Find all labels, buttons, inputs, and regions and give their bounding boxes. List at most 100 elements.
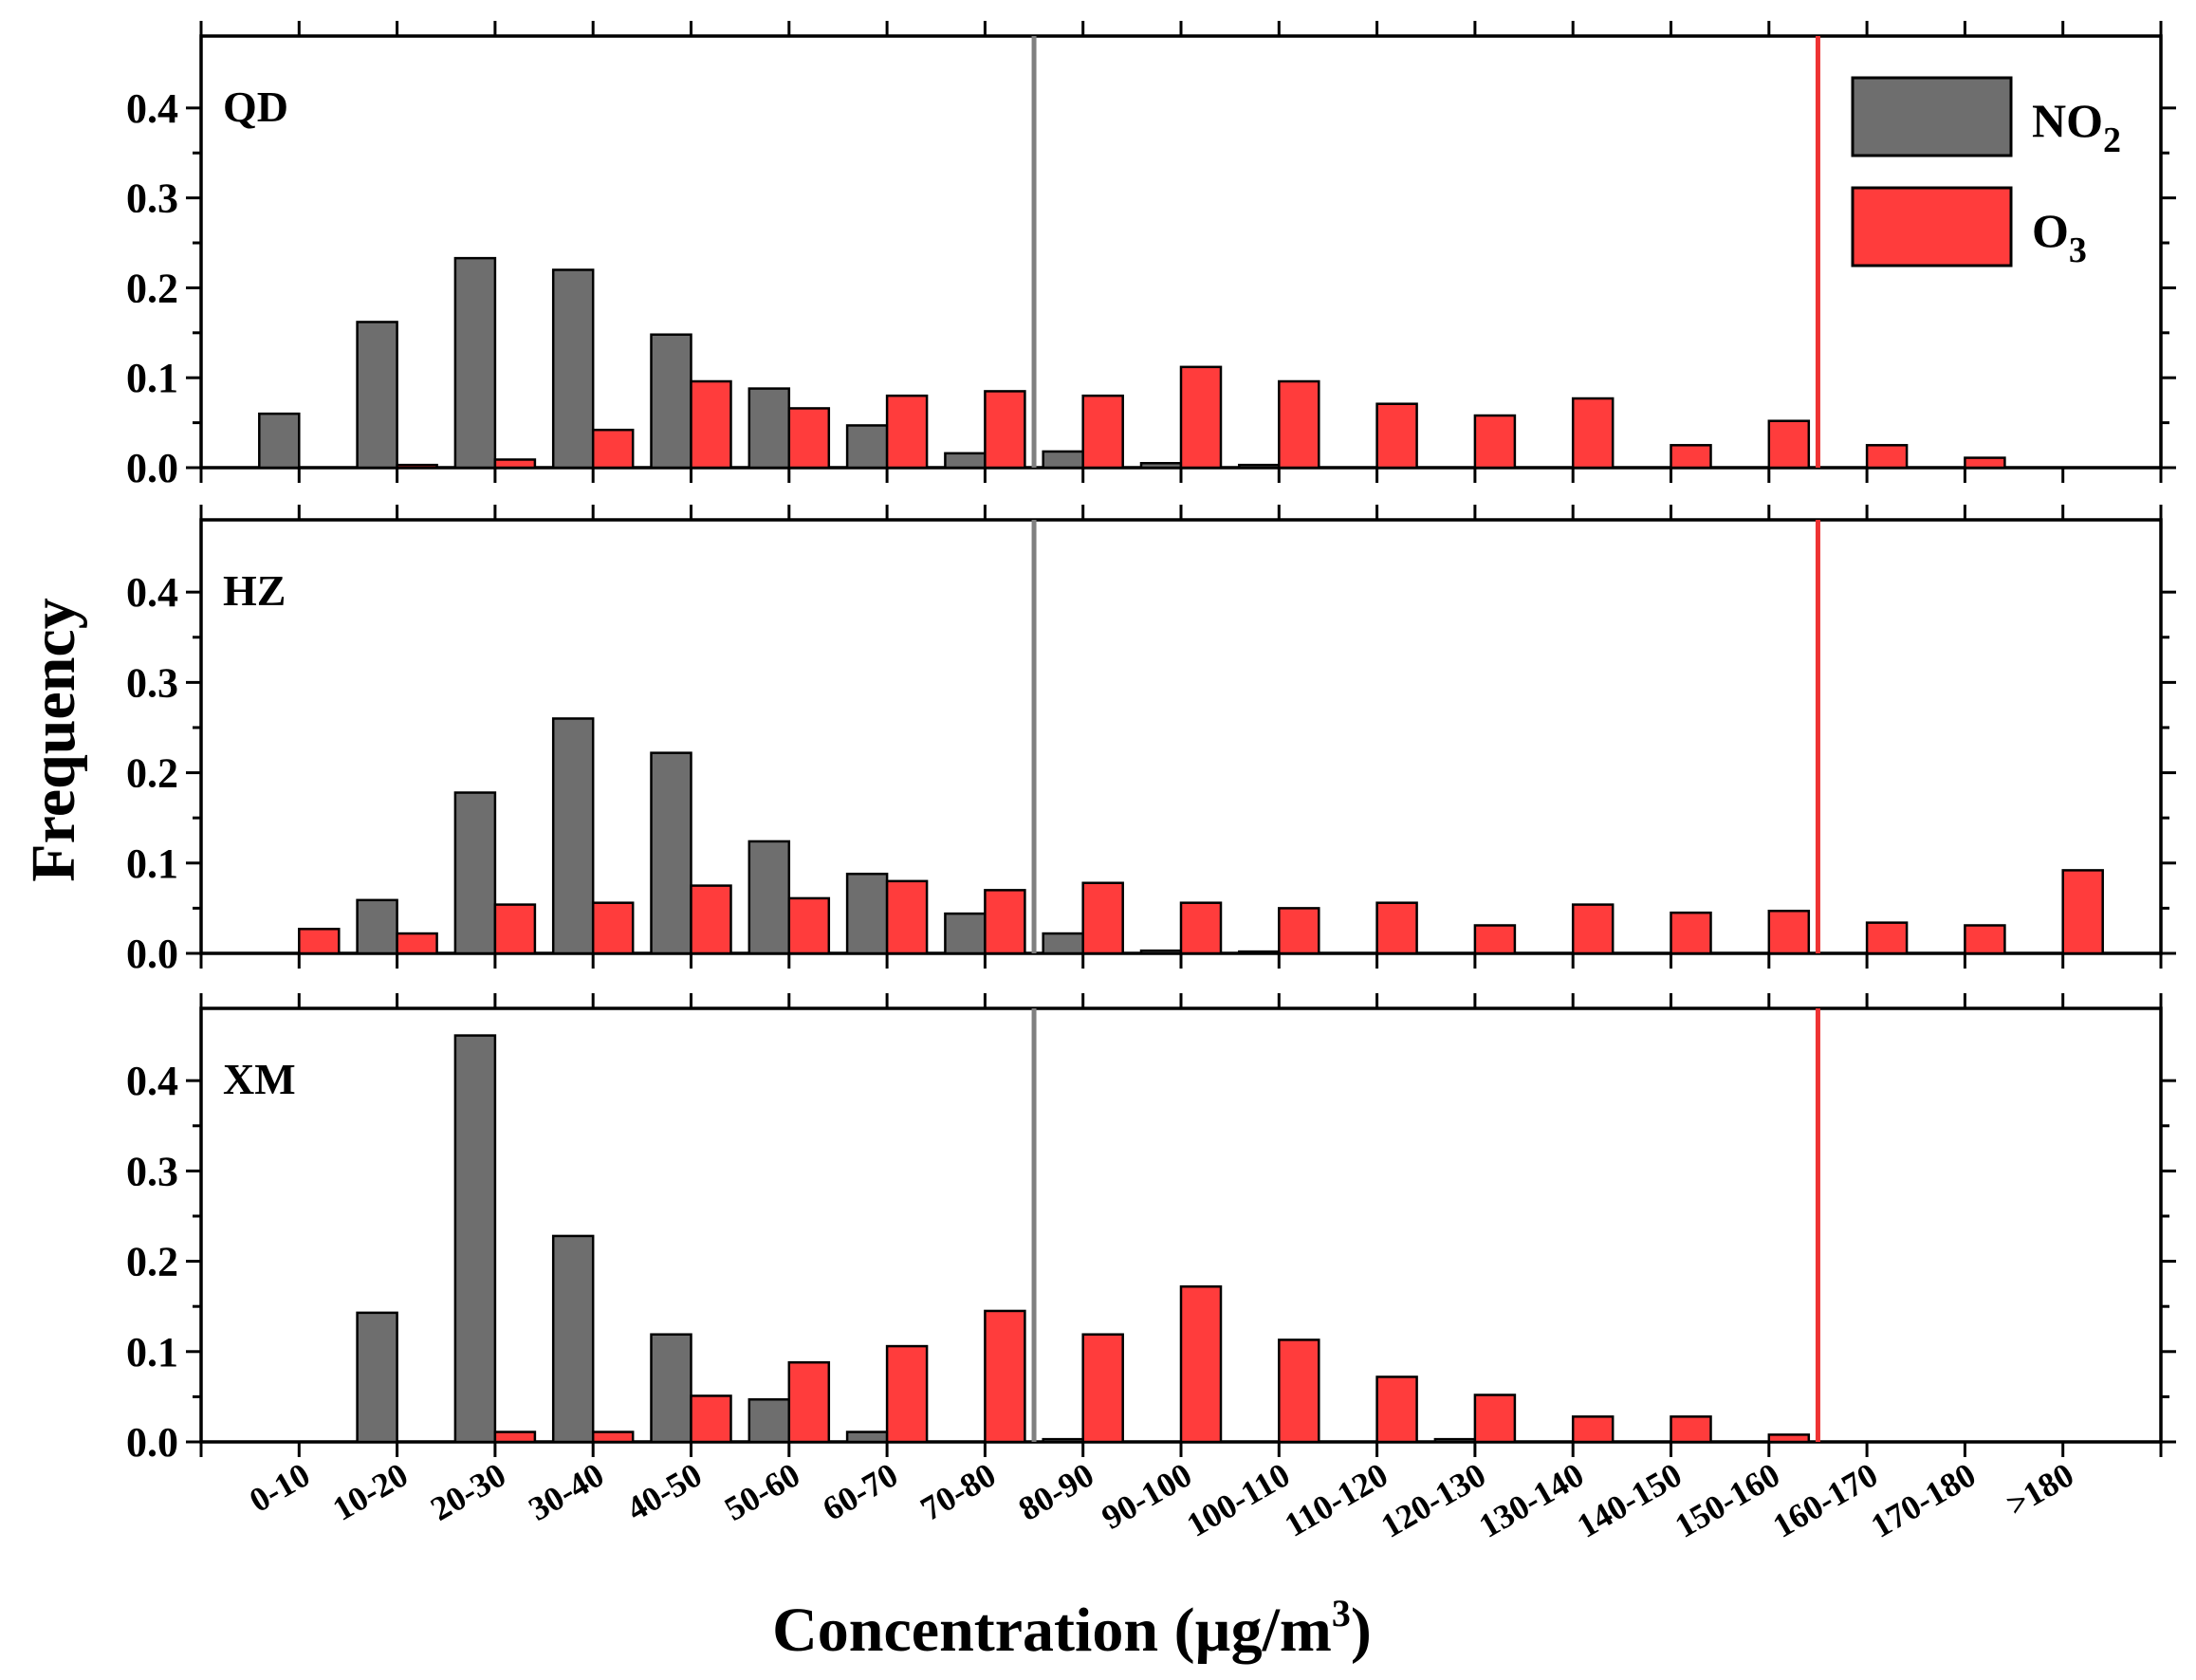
- bar-o3-80-90: [1081, 394, 1124, 470]
- bar-o3-20-30: [493, 903, 537, 955]
- x-category-label: 30-40: [522, 1455, 610, 1528]
- x-axis-title: Concentration (µg/m3): [772, 1592, 1372, 1665]
- bar-o3-140-150: [1670, 911, 1712, 955]
- legend-label-no2: NO2: [2032, 94, 2121, 160]
- bar-no2-80-90: [1042, 450, 1084, 470]
- y-tick-label: 0.4: [126, 85, 178, 132]
- bar-no2-90-100: [1139, 462, 1183, 470]
- bar-o3-160-170: [1865, 921, 1909, 955]
- x-category-label: 130-140: [1472, 1455, 1590, 1545]
- y-tick-label: 0.2: [126, 750, 178, 797]
- bar-no2-70-80: [944, 912, 987, 955]
- y-tick-label: 0.3: [126, 1148, 178, 1194]
- bar-o3-60-70: [885, 1344, 929, 1444]
- legend-label-main: NO: [2032, 94, 2103, 147]
- bar-o3-50-60: [787, 1360, 831, 1444]
- bar-o3-50-60: [787, 896, 831, 955]
- bar-o3-50-60: [787, 407, 831, 470]
- y-tick-label: 0.0: [126, 931, 178, 977]
- bar-no2-70-80: [944, 452, 987, 470]
- x-category-label: 50-60: [718, 1455, 806, 1528]
- bar-o3-150-160: [1767, 1433, 1811, 1444]
- bar-o3-150-160: [1767, 419, 1811, 470]
- bar-no2-60-70: [845, 1431, 889, 1444]
- bar-no2-30-40: [551, 1234, 595, 1444]
- y-tick-label: 0.4: [126, 569, 178, 616]
- y-tick-label: 0.2: [126, 265, 178, 311]
- bar-o3-130-140: [1571, 1415, 1615, 1444]
- legend-swatch-no2: [1851, 76, 2013, 157]
- bar-no2-40-50: [650, 751, 692, 955]
- panels-group: 0.0 0.1 0.2 0.3 0.4 QD 0.0 0.1 0.2 0.3 0.4 HZ 0.0 0.1…: [126, 21, 2176, 1466]
- x-category-label: 20-30: [424, 1455, 512, 1528]
- x-axis-title-main: Concentration (µg/m: [772, 1596, 1332, 1665]
- x-category-label: 70-80: [914, 1455, 1003, 1528]
- y-tick-label: 0.1: [126, 355, 178, 401]
- bar-o3-120-130: [1473, 414, 1517, 470]
- bar-no2-80-90: [1042, 932, 1084, 955]
- bar-o3-30-40: [591, 901, 635, 955]
- bar-o3-130-140: [1571, 903, 1615, 955]
- bar-no2-10-20: [356, 321, 398, 470]
- bar-o3-60-70: [885, 394, 929, 470]
- bar-no2-10-20: [356, 1311, 398, 1444]
- bar-o3-60-70: [885, 879, 929, 955]
- bar-o3-30-40: [591, 1431, 635, 1444]
- bar-o3-130-140: [1571, 397, 1615, 470]
- x-category-label: 40-50: [620, 1455, 709, 1528]
- x-category-label: 140-150: [1571, 1455, 1689, 1545]
- bar-no2-120-130: [1433, 1437, 1477, 1444]
- legend-label-main: O: [2032, 204, 2069, 257]
- x-category-label: 0-10: [243, 1455, 316, 1520]
- x-category-label: 80-90: [1012, 1455, 1100, 1528]
- y-tick-label: 0.3: [126, 175, 178, 222]
- bar-no2-50-60: [747, 840, 791, 955]
- legend-swatch-o3: [1851, 186, 2013, 268]
- bar-o3-70-80: [984, 1309, 1026, 1444]
- bar-o3-160-170: [1865, 444, 1909, 470]
- bar-o3-20-30: [493, 1431, 537, 1444]
- bar-o3-120-130: [1473, 1394, 1517, 1444]
- bar-no2-40-50: [650, 1333, 692, 1444]
- legend: NO2 O3: [1851, 76, 2121, 270]
- bar-no2-60-70: [845, 872, 889, 955]
- bar-o3-120-130: [1473, 924, 1517, 955]
- panel-label: HZ: [223, 566, 286, 615]
- bar-no2-50-60: [747, 387, 791, 470]
- y-tick-label: 0.3: [126, 659, 178, 706]
- bar-no2-100-110: [1238, 950, 1281, 955]
- bar-o3-100-110: [1278, 1338, 1320, 1444]
- bar-o3-150-160: [1767, 910, 1811, 955]
- bar-o3-40-50: [690, 1394, 732, 1444]
- bar-o3-90-100: [1179, 901, 1223, 955]
- panel-hz: 0.0 0.1 0.2 0.3 0.4 HZ: [126, 505, 2176, 977]
- bar-o3-140-150: [1670, 444, 1712, 470]
- bar-no2-20-30: [453, 256, 497, 470]
- bar-o3-110-120: [1375, 402, 1418, 470]
- x-category-label: 160-170: [1766, 1455, 1884, 1545]
- bar-o3-80-90: [1081, 1333, 1124, 1444]
- x-category-label: >180: [2000, 1455, 2080, 1523]
- bar-o3-10-20: [396, 932, 438, 955]
- y-tick-label: 0.0: [126, 445, 178, 491]
- x-category-labels: 0-10 10-20 20-30 30-40 40-50 50-60 60-70 70-80 8…: [243, 1455, 2080, 1545]
- bar-o3-0-10: [298, 928, 341, 955]
- bar-no2-10-20: [356, 898, 398, 955]
- bar-o3-40-50: [690, 884, 732, 955]
- bar-no2-80-90: [1042, 1437, 1084, 1444]
- bar-no2-30-40: [551, 717, 595, 955]
- bar-no2-30-40: [551, 268, 595, 470]
- x-category-label: 10-20: [326, 1455, 415, 1528]
- y-tick-label: 0.2: [126, 1239, 178, 1285]
- x-category-label: 100-110: [1180, 1455, 1296, 1544]
- bar-no2-90-100: [1139, 949, 1183, 955]
- bar-no2-0-10: [258, 412, 301, 470]
- panel-label: XM: [223, 1055, 296, 1103]
- y-tick-label: 0.0: [126, 1419, 178, 1466]
- bar-o3->180: [2061, 869, 2104, 955]
- bar-o3-170-180: [1964, 456, 2006, 470]
- bar-o3-100-110: [1278, 907, 1320, 955]
- x-axis-title-sup: 3: [1332, 1592, 1351, 1634]
- y-axis-title: Frequency: [19, 598, 88, 881]
- bar-o3-40-50: [690, 379, 732, 470]
